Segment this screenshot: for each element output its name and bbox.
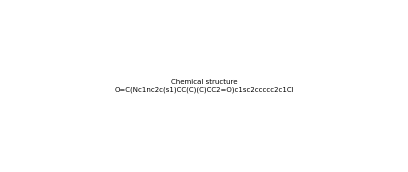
Text: Chemical structure
O=C(Nc1nc2c(s1)CC(C)(C)CC2=O)c1sc2ccccc2c1Cl: Chemical structure O=C(Nc1nc2c(s1)CC(C)(…	[114, 79, 294, 93]
